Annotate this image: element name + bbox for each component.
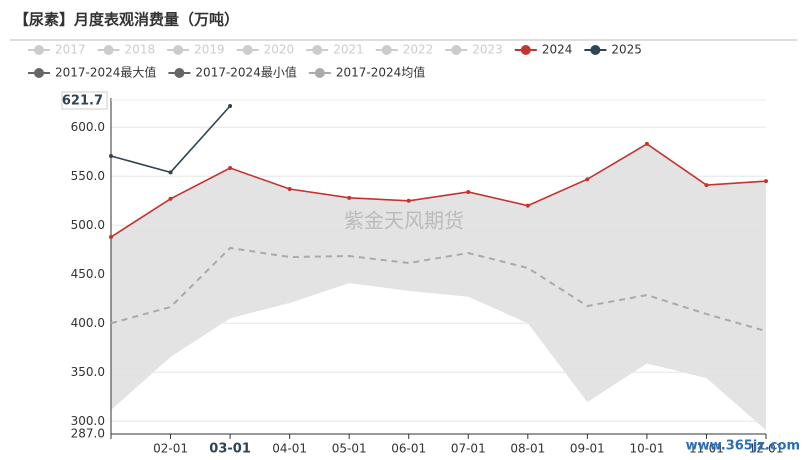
legend-item: 2017-2024最大值 bbox=[28, 65, 156, 80]
legend-item: 2020 bbox=[236, 43, 295, 57]
series-line bbox=[110, 246, 767, 333]
point bbox=[228, 166, 233, 171]
legend-item: 2017-2024均值 bbox=[308, 65, 425, 80]
legend-icon-dot bbox=[34, 45, 44, 55]
pointer-label: 621.7 bbox=[62, 94, 103, 109]
legend-item: 2023 bbox=[445, 43, 503, 57]
site-mark: www.365jz.com bbox=[686, 439, 800, 454]
y-tick-label: 600.0 bbox=[71, 120, 105, 134]
point bbox=[585, 177, 590, 182]
point bbox=[287, 187, 292, 192]
point bbox=[168, 196, 173, 201]
legend-icon-dot bbox=[314, 68, 325, 78]
y-tick-label: 500.0 bbox=[71, 218, 105, 232]
legend-icon-dot bbox=[242, 45, 253, 55]
point bbox=[109, 235, 113, 240]
x-tick-label: 04-01 bbox=[272, 442, 307, 456]
y-tick-label: 300.0 bbox=[71, 414, 105, 428]
legend-icon-dot bbox=[451, 45, 462, 55]
x-tick-label: 09-01 bbox=[570, 442, 605, 456]
point bbox=[644, 141, 649, 146]
legend-icon-dot bbox=[520, 45, 531, 55]
series-line bbox=[110, 105, 231, 174]
point bbox=[347, 195, 352, 200]
legend-icon-dot bbox=[590, 45, 601, 55]
y-tick-label: 550.0 bbox=[71, 169, 105, 183]
legend-label: 2017 bbox=[55, 43, 86, 57]
legend-label: 2018 bbox=[125, 43, 156, 57]
point bbox=[168, 170, 173, 175]
legend-item: 2021 bbox=[306, 43, 364, 57]
series-line bbox=[110, 142, 767, 238]
legend-label: 2017-2024最大值 bbox=[55, 65, 156, 80]
legend-label: 2017-2024最小值 bbox=[195, 65, 296, 80]
point bbox=[764, 179, 768, 184]
x-tick-label: 05-01 bbox=[332, 442, 367, 456]
legend-label: 2025 bbox=[611, 43, 642, 57]
legend-label: 2020 bbox=[264, 43, 295, 57]
legend-label: 2024 bbox=[542, 43, 573, 57]
legend-icon-dot bbox=[174, 68, 185, 78]
watermark: 紫金天风期货 bbox=[344, 209, 464, 233]
x-tick-label: 07-01 bbox=[451, 442, 486, 456]
point bbox=[466, 189, 471, 194]
x-tick-label: 12-01 bbox=[749, 442, 784, 456]
y-tick-label: 287.0 bbox=[71, 427, 105, 441]
y-tick-label: 350.0 bbox=[71, 365, 105, 379]
legend-item: 2024 bbox=[514, 43, 573, 57]
x-tick-label: 03-01 bbox=[209, 442, 251, 457]
y-tick-label: 400.0 bbox=[71, 316, 105, 330]
legend-item: 2017 bbox=[28, 43, 86, 57]
range-band bbox=[111, 143, 766, 431]
legend-icon-dot bbox=[103, 45, 114, 55]
legend-item: 2017-2024最小值 bbox=[168, 65, 297, 80]
y-tick-label: 450.0 bbox=[71, 267, 105, 281]
legend-label: 2023 bbox=[472, 43, 503, 57]
legend-label: 2022 bbox=[403, 43, 434, 57]
legend-item: 2022 bbox=[375, 43, 434, 57]
legend-item: 2019 bbox=[167, 43, 225, 57]
x-tick-label: 06-01 bbox=[391, 442, 426, 456]
legend-icon-dot bbox=[381, 45, 392, 55]
point bbox=[525, 203, 530, 208]
legend-icon-dot bbox=[312, 45, 323, 55]
x-tick-label: 11-01 bbox=[689, 442, 724, 456]
pointer-box bbox=[61, 91, 108, 110]
legend-icon-dot bbox=[34, 68, 44, 78]
legend-item: 2025 bbox=[584, 43, 642, 57]
point bbox=[406, 198, 411, 203]
chart-title: 【尿素】月度表观消费量（万吨） bbox=[14, 11, 239, 29]
point bbox=[228, 104, 233, 108]
point bbox=[704, 183, 709, 188]
legend-item: 2018 bbox=[97, 43, 156, 57]
legend-label: 2017-2024均值 bbox=[336, 65, 425, 80]
x-tick-label: 10-01 bbox=[629, 442, 664, 456]
legend-label: 2019 bbox=[194, 43, 225, 57]
legend-label: 2021 bbox=[333, 43, 364, 57]
legend-icon-dot bbox=[173, 45, 184, 55]
point bbox=[109, 153, 113, 158]
x-tick-label: 02-01 bbox=[153, 442, 188, 456]
x-tick-label: 08-01 bbox=[510, 442, 545, 456]
